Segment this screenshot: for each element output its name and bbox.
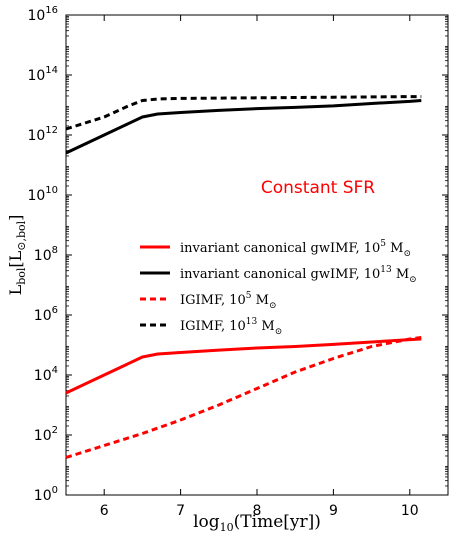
x-tick-label: 10	[401, 503, 419, 519]
series-lines	[65, 95, 422, 459]
x-tick-label: 6	[100, 503, 109, 519]
series-line-2	[65, 99, 422, 155]
y-tick-label: 106	[34, 305, 58, 324]
y-tick-label: 1012	[27, 125, 58, 144]
y-tick-label: 1014	[27, 65, 58, 84]
y-ticks: 100 102 104 106 108 1010 1012 1014 1016	[27, 5, 448, 504]
annotation-text: Constant SFR	[261, 178, 375, 198]
x-tick-label: 9	[329, 503, 338, 519]
series-line-1	[65, 337, 422, 395]
series-line-4	[65, 95, 422, 131]
legend-label-4: IGIMF, 1013 M⊙	[180, 317, 282, 337]
series-line-3	[65, 336, 422, 459]
x-axis-label: log10(Time[yr])	[193, 512, 321, 534]
plot-frame	[65, 14, 449, 496]
y-tick-label: 1010	[27, 185, 58, 204]
x-ticks: 6 7 8 9 10	[100, 15, 419, 519]
y-tick-label: 104	[34, 365, 58, 384]
y-axis-label: Lbol[L⊙,bol]	[6, 215, 28, 296]
y-tick-label: 100	[34, 485, 58, 504]
y-tick-label: 108	[34, 245, 58, 264]
y-tick-label: 102	[34, 425, 58, 444]
legend-label-3: IGIMF, 105 M⊙	[180, 291, 277, 311]
legend-label-2: invariant canonical gwIMF, 1013 M⊙	[180, 265, 417, 285]
x-tick-label: 8	[253, 503, 262, 519]
legend-label-1: invariant canonical gwIMF, 105 M⊙	[180, 239, 411, 259]
legend: invariant canonical gwIMF, 105 M⊙ invaria…	[140, 239, 417, 337]
y-tick-label: 1016	[27, 5, 58, 24]
x-tick-label: 7	[176, 503, 185, 519]
